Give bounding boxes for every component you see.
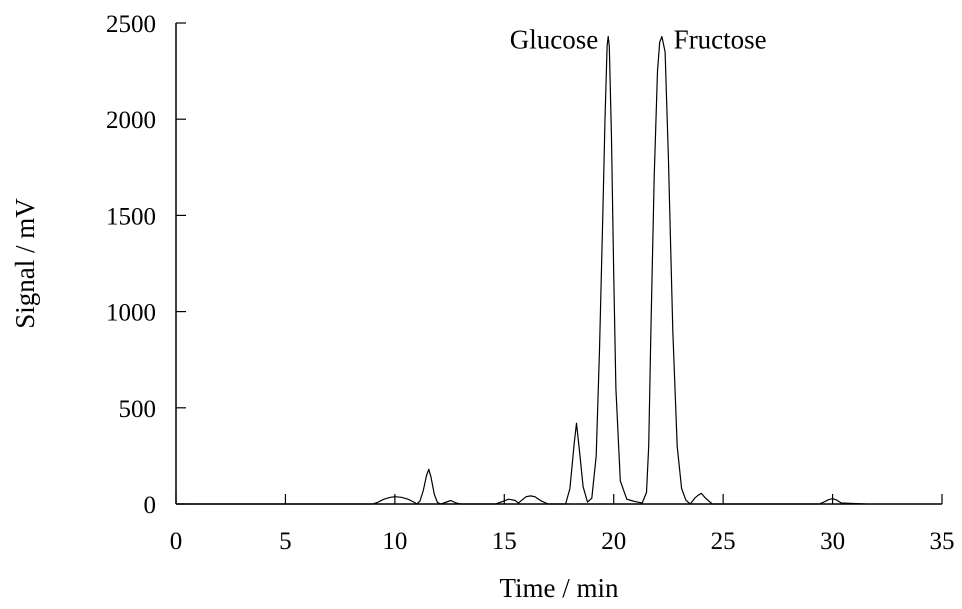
y-tick-label: 1500: [106, 203, 156, 230]
y-tick-label: 1000: [106, 300, 156, 327]
peak-label-glucose: Glucose: [510, 24, 598, 54]
y-axis-label: Signal / mV: [10, 198, 40, 329]
y-tick-label: 500: [119, 396, 157, 423]
x-axis-ticks: 0 5 10 15 20 25 30 35: [170, 494, 955, 555]
x-tick-label: 0: [170, 528, 183, 555]
peak-label-fructose: Fructose: [674, 24, 767, 54]
y-tick-label: 2500: [106, 11, 156, 38]
x-tick-label: 15: [492, 528, 517, 555]
y-tick-label: 2000: [106, 107, 156, 134]
y-tick-label: 0: [144, 492, 157, 519]
x-tick-label: 25: [711, 528, 736, 555]
x-tick-label: 20: [601, 528, 626, 555]
x-tick-label: 10: [382, 528, 407, 555]
x-axis-label: Time / min: [499, 573, 619, 603]
x-tick-label: 35: [930, 528, 955, 555]
signal-trace-line: [176, 35, 866, 505]
x-tick-label: 5: [279, 528, 292, 555]
peak-annotations: Glucose Fructose: [510, 24, 767, 54]
y-axis-ticks: 0 500 1000 1500 2000 2500: [106, 11, 186, 519]
x-tick-label: 30: [820, 528, 845, 555]
